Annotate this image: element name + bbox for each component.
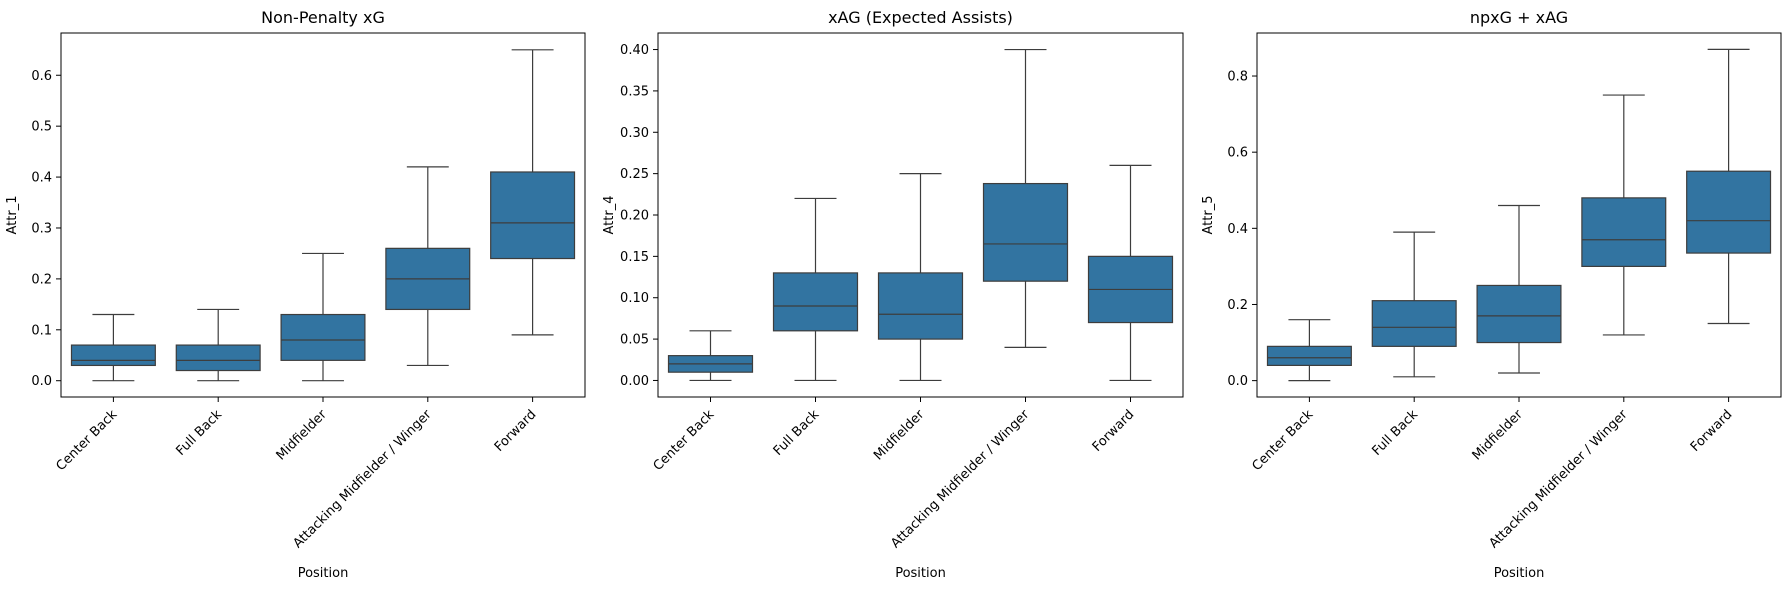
y-tick-label: 0.3 <box>31 221 52 236</box>
y-tick-label: 0.1 <box>31 323 52 338</box>
x-tick-label: Midfielder <box>1470 407 1527 464</box>
chart-title: xAG (Expected Assists) <box>828 8 1013 27</box>
box-center-back <box>1266 319 1352 382</box>
iqr-box <box>70 344 156 367</box>
y-tick-label: 0.4 <box>1227 222 1248 237</box>
iqr-box <box>1686 170 1772 254</box>
x-tick-label: Full Back <box>173 407 225 459</box>
y-tick-label: 0.30 <box>620 126 649 141</box>
x-tick-label: Center Back <box>1249 407 1316 474</box>
y-tick-label: 0.10 <box>620 291 649 306</box>
box-midfielder <box>1476 204 1562 374</box>
y-tick-label: 0.4 <box>31 171 52 186</box>
iqr-box <box>175 344 261 372</box>
box-attacking-midfielder-winger <box>982 48 1069 348</box>
box-full-back <box>772 197 859 382</box>
y-axis-label: Attr_5 <box>1201 196 1216 235</box>
x-tick-label: Full Back <box>1369 407 1421 459</box>
y-axis-label: Attr_1 <box>5 196 20 235</box>
box-forward <box>1686 48 1772 325</box>
x-axis-label: Position <box>895 566 946 581</box>
iqr-box <box>1581 197 1667 268</box>
y-tick-label: 0.20 <box>620 209 649 224</box>
x-tick-label: Midfielder <box>274 407 331 464</box>
chart-title: npxG + xAG <box>1470 8 1568 27</box>
y-tick-label: 0.6 <box>1227 146 1248 161</box>
iqr-box <box>280 313 366 361</box>
x-axis-label: Position <box>298 566 349 581</box>
box-midfielder <box>877 173 964 382</box>
iqr-box <box>877 272 964 340</box>
iqr-box <box>1476 284 1562 344</box>
chart-title: Non-Penalty xG <box>261 8 385 27</box>
iqr-box <box>490 171 576 260</box>
box-full-back <box>1371 231 1457 378</box>
iqr-box <box>772 272 859 332</box>
y-tick-label: 0.25 <box>620 167 649 182</box>
y-tick-label: 0.35 <box>620 84 649 99</box>
y-axis-label: Attr_4 <box>602 196 617 235</box>
x-tick-label: Center Back <box>651 407 718 474</box>
chart-panel-1: Non-Penalty xG 0.0 0.1 0.2 0.3 0.4 0.5 0.6 Cente… <box>5 8 586 581</box>
x-tick-label: Center Back <box>53 407 120 474</box>
y-tick-label: 0.00 <box>620 374 649 389</box>
x-tick-label: Forward <box>1688 407 1736 455</box>
iqr-box <box>1371 300 1457 347</box>
box-midfielder <box>280 252 366 382</box>
x-tick-label: Midfielder <box>871 407 928 464</box>
box-attacking-midfielder-winger <box>385 166 471 367</box>
y-tick-label: 0.2 <box>1227 298 1248 313</box>
box-forward <box>490 49 576 336</box>
chart-panel-2: xAG (Expected Assists) 0.00 0.05 0.10 0.15 0.… <box>602 8 1184 581</box>
x-axis-label: Position <box>1494 566 1545 581</box>
y-tick-label: 0.15 <box>620 250 649 265</box>
x-tick-label: Forward <box>1090 407 1138 455</box>
box-center-back <box>70 313 156 382</box>
x-tick-label: Forward <box>492 407 540 455</box>
y-tick-label: 0.05 <box>620 333 649 348</box>
x-tick-label: Full Back <box>771 407 823 459</box>
box-attacking-midfielder-winger <box>1581 94 1667 336</box>
box-forward <box>1087 164 1174 382</box>
y-tick-label: 0.0 <box>31 374 52 389</box>
y-tick-label: 0.5 <box>31 120 52 135</box>
y-tick-label: 0.6 <box>31 69 52 84</box>
y-tick-label: 0.40 <box>620 43 649 58</box>
iqr-box <box>982 182 1069 282</box>
box-full-back <box>175 308 261 382</box>
iqr-box <box>1266 345 1352 366</box>
y-tick-label: 0.2 <box>31 272 52 287</box>
y-tick-label: 0.0 <box>1227 374 1248 389</box>
y-tick-label: 0.8 <box>1227 70 1248 85</box>
box-center-back <box>667 330 754 382</box>
chart-panel-3: npxG + xAG 0.0 0.2 0.4 0.6 0.8 Center Back Full… <box>1201 8 1782 581</box>
